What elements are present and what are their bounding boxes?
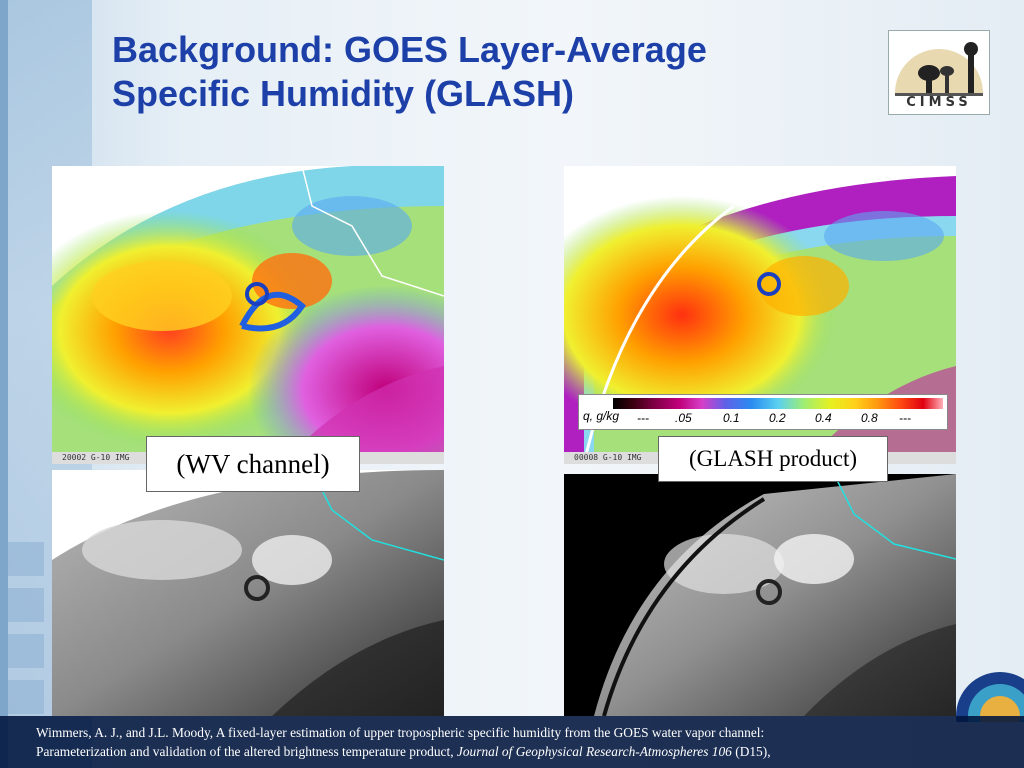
wv-channel-caption: (WV channel)	[146, 436, 360, 492]
decorative-tile	[8, 680, 44, 714]
strip-text: 20002 G-10 IMG	[62, 453, 130, 462]
colorbar-tick: 0.1	[723, 411, 740, 425]
colorbar-tick: 0.2	[769, 411, 786, 425]
decorative-tile	[8, 542, 44, 576]
reference-citation: Wimmers, A. J., and J.L. Moody, A fixed-…	[0, 716, 1024, 768]
glash-grayscale-image	[564, 474, 956, 716]
colorbar-tick: 0.4	[815, 411, 832, 425]
title-line-1: Background: GOES Layer-Average	[112, 29, 707, 70]
citation-line-2: Parameterization and validation of the a…	[36, 742, 1024, 761]
colorbar-tick: ---	[637, 411, 649, 425]
humidity-colorbar: q, g/kg --- .05 0.1 0.2 0.4 0.8 ---	[578, 394, 948, 430]
wv-channel-color-image: 20002 G-10 IMG	[52, 166, 444, 464]
wv-grayscale-image	[52, 470, 444, 716]
citation-text: Parameterization and validation of the a…	[36, 744, 454, 759]
slide-title: Background: GOES Layer-Average Specific …	[112, 28, 832, 116]
colorbar-tick: .05	[675, 411, 692, 425]
citation-line-1: Wimmers, A. J., and J.L. Moody, A fixed-…	[36, 725, 765, 740]
ssec-logo-graphic	[956, 672, 1024, 722]
logo-text: CIMSS	[906, 95, 972, 110]
glash-product-caption: (GLASH product)	[658, 436, 888, 482]
left-stripe	[0, 0, 8, 768]
decorative-tile	[8, 634, 44, 668]
wv-gray-satellite-graphic	[52, 470, 444, 716]
cimss-logo-graphic	[895, 42, 983, 96]
title-line-2: Specific Humidity (GLASH)	[112, 73, 575, 114]
citation-journal: Journal of Geophysical Research-Atmosphe…	[456, 744, 732, 759]
ssec-logo-partial	[950, 672, 1024, 722]
strip-text: 00008 G-10 IMG	[574, 453, 642, 462]
decorative-tile	[8, 588, 44, 622]
colorbar-label: q, g/kg	[583, 409, 620, 423]
glash-gray-satellite-graphic	[564, 474, 956, 716]
colorbar-tick: ---	[899, 411, 911, 425]
citation-issue: (D15),	[735, 744, 771, 759]
wv-color-satellite-graphic	[52, 166, 444, 464]
colorbar-tick: 0.8	[861, 411, 878, 425]
colorbar-gradient	[613, 398, 943, 409]
cimss-logo: CIMSS	[888, 30, 990, 115]
